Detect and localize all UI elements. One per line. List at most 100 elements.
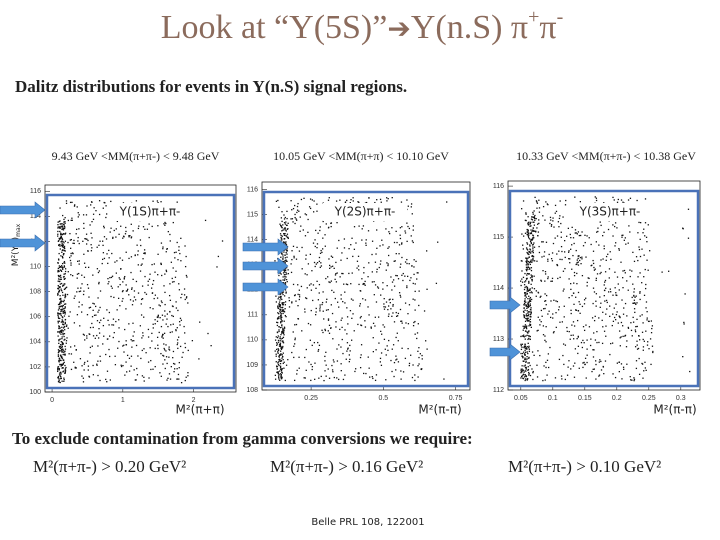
event-dot <box>634 346 637 348</box>
event-dot <box>582 366 584 369</box>
event-dot <box>644 268 646 271</box>
event-dot <box>400 201 403 203</box>
event-dot <box>524 320 527 322</box>
event-dot <box>334 274 337 276</box>
event-dot <box>357 255 360 257</box>
event-dot <box>327 368 329 370</box>
event-dot <box>391 370 393 373</box>
event-dot <box>186 276 188 278</box>
event-dot <box>532 227 534 229</box>
event-dot <box>131 340 133 342</box>
event-dot <box>520 343 522 346</box>
event-dot <box>64 364 66 367</box>
event-dot <box>528 337 530 340</box>
event-dot <box>282 329 284 331</box>
event-dot <box>278 274 280 277</box>
event-dot <box>399 308 402 311</box>
event-dot <box>548 253 550 256</box>
event-dot <box>162 354 164 357</box>
event-dot <box>59 274 62 277</box>
event-dot <box>636 348 639 350</box>
event-dot <box>63 339 65 341</box>
event-dot <box>595 300 597 302</box>
event-dot <box>623 239 625 241</box>
event-dot <box>570 282 572 285</box>
event-dot <box>98 321 101 324</box>
event-dot <box>109 335 111 337</box>
event-dot <box>59 359 61 362</box>
event-dot <box>59 303 61 305</box>
event-dot <box>529 244 531 246</box>
event-dot <box>545 366 547 369</box>
event-dot <box>87 250 89 252</box>
event-dot <box>61 305 63 307</box>
event-dot <box>280 321 282 323</box>
event-dot <box>73 242 75 245</box>
event-dot <box>526 242 528 244</box>
event-dot <box>164 224 166 226</box>
event-dot <box>395 230 397 233</box>
event-dot <box>564 256 566 259</box>
event-dot <box>387 305 390 307</box>
event-dot <box>133 369 135 371</box>
event-dot <box>183 325 185 328</box>
event-dot <box>391 227 393 229</box>
event-dot <box>621 234 623 237</box>
event-dot <box>111 275 114 277</box>
event-dot <box>639 272 641 274</box>
event-dot <box>143 348 145 350</box>
event-dot <box>130 223 132 225</box>
event-dot <box>528 282 530 284</box>
event-dot <box>528 300 531 302</box>
event-dot <box>132 230 134 232</box>
event-dot <box>283 261 285 263</box>
x-tick-label: 0.5 <box>378 395 388 402</box>
event-dot <box>610 342 612 345</box>
event-dot <box>184 245 186 247</box>
event-dot <box>137 264 139 266</box>
event-dot <box>57 354 60 356</box>
event-dot <box>524 219 527 221</box>
event-dot <box>573 376 576 378</box>
event-dot <box>104 202 106 204</box>
event-dot <box>416 278 418 280</box>
event-dot <box>616 276 619 278</box>
event-dot <box>122 202 125 204</box>
event-dot <box>552 217 554 219</box>
event-dot <box>648 320 650 323</box>
event-dot <box>304 311 306 313</box>
event-dot <box>57 233 59 235</box>
event-dot <box>61 342 64 344</box>
event-dot <box>282 279 284 281</box>
event-dot <box>327 330 329 332</box>
event-dot <box>187 375 189 377</box>
event-dot <box>372 337 374 339</box>
event-dot <box>88 296 90 298</box>
event-dot <box>132 322 134 324</box>
event-dot <box>536 201 538 203</box>
event-dot <box>410 235 412 237</box>
event-dot <box>531 255 534 257</box>
event-dot <box>524 354 526 356</box>
event-dot <box>152 279 155 282</box>
event-dot <box>542 215 544 217</box>
event-dot <box>280 226 283 228</box>
event-dot <box>533 354 535 357</box>
event-dot <box>561 321 564 323</box>
event-dot <box>524 353 526 355</box>
event-dot <box>399 227 401 229</box>
event-dot <box>57 274 60 277</box>
event-dot <box>300 198 303 201</box>
event-dot <box>149 307 151 309</box>
event-dot <box>530 316 532 318</box>
event-dot <box>317 341 319 344</box>
event-dot <box>568 330 570 333</box>
event-dot <box>140 357 142 360</box>
event-dot <box>633 299 636 301</box>
event-dot <box>363 272 365 274</box>
event-dot <box>349 202 351 204</box>
event-dot <box>393 241 396 244</box>
event-dot <box>298 296 301 298</box>
event-dot <box>143 376 145 378</box>
event-dot <box>98 244 100 246</box>
